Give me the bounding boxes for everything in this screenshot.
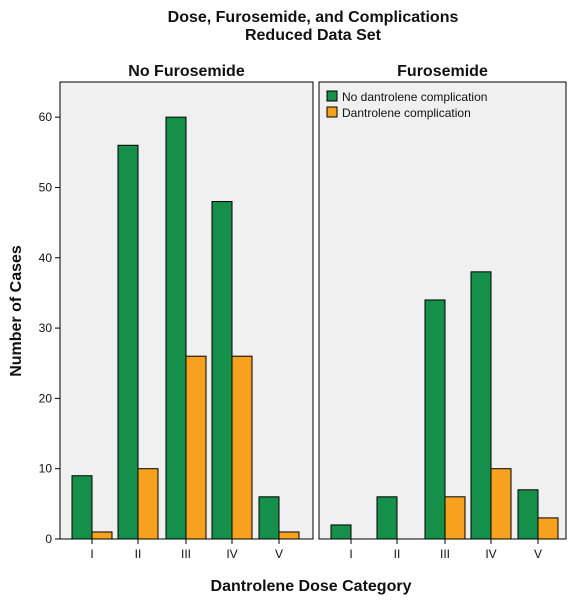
x-tick-label: V (534, 547, 542, 561)
bar-complication (278, 531, 300, 540)
bar-no-complication (424, 299, 446, 540)
y-tick-label: 40 (39, 251, 53, 265)
bar-complication (91, 531, 113, 540)
legend-swatch (326, 90, 338, 102)
bar-no-complication (117, 144, 139, 540)
y-tick-label: 60 (39, 110, 53, 124)
bar-no-complication (470, 271, 492, 540)
x-tick-label: III (440, 547, 450, 561)
bar-no-complication (165, 116, 187, 540)
x-tick-label: IV (485, 547, 496, 561)
legend-swatch (326, 106, 338, 118)
bar-no-complication (376, 496, 398, 540)
x-tick-label: II (394, 547, 401, 561)
panel-title: Furosemide (397, 63, 488, 80)
bar-complication (231, 355, 253, 540)
x-tick-label: IV (226, 547, 237, 561)
y-tick-label: 0 (45, 532, 52, 546)
bar-no-complication (517, 489, 539, 540)
x-tick-label: V (275, 547, 283, 561)
chart-title: Dose, Furosemide, and Complications (168, 9, 459, 26)
bar-complication (137, 468, 159, 540)
x-tick-label: I (349, 547, 352, 561)
panel-title: No Furosemide (128, 63, 245, 80)
bar-complication (537, 517, 559, 540)
legend-label: No dantrolene complication (342, 90, 487, 104)
bar-complication (444, 496, 466, 540)
legend: No dantrolene complication Dantrolene com… (326, 90, 487, 120)
x-axis-title: Dantrolene Dose Category (211, 578, 412, 595)
x-tick-label: II (135, 547, 142, 561)
x-tick-label: III (181, 547, 191, 561)
y-tick-label: 10 (39, 462, 53, 476)
bar-no-complication (71, 475, 93, 540)
y-tick-label: 50 (39, 180, 53, 194)
y-tick-label: 20 (39, 391, 53, 405)
bar-complication (185, 355, 207, 540)
bar-no-complication (330, 524, 352, 540)
legend-label: Dantrolene complication (342, 106, 471, 120)
y-axis-title: Number of Cases (8, 245, 25, 377)
x-tick-label: I (90, 547, 93, 561)
bar-complication (490, 468, 512, 540)
bar-no-complication (258, 496, 280, 540)
y-tick-label: 30 (39, 321, 53, 335)
bar-no-complication (211, 201, 233, 540)
y-axis: 0 10 20 30 40 50 60 (39, 110, 60, 546)
chart-subtitle: Reduced Data Set (245, 27, 382, 44)
